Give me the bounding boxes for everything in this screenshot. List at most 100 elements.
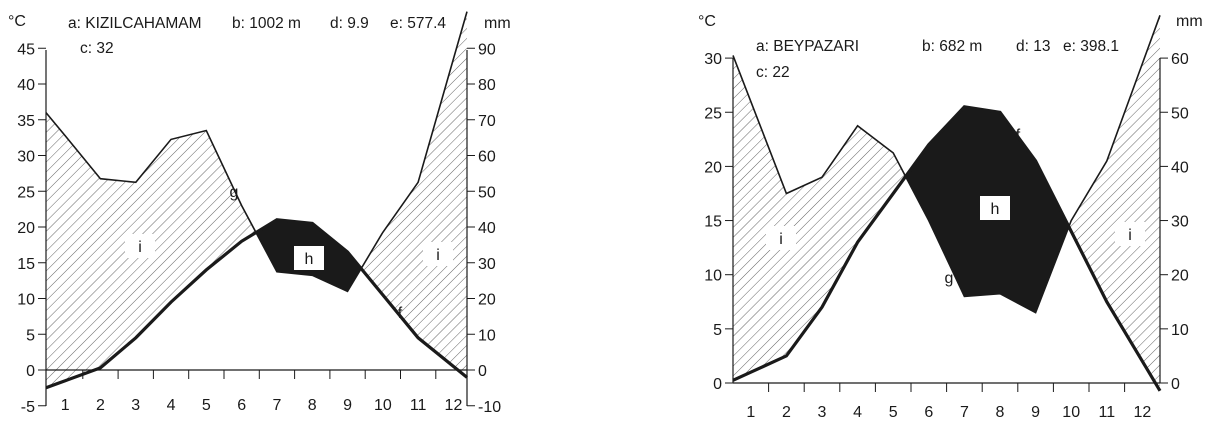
temp-tick-label: 20 (704, 159, 722, 176)
chart-1: 454035302520151050-59080706050403020100-… (8, 11, 511, 416)
elevation-label: b: 1002 m (232, 15, 301, 32)
area-label-bg (423, 242, 453, 266)
month-label: 6 (924, 404, 933, 421)
month-label: 8 (308, 397, 317, 414)
temp-tick-label: 35 (17, 113, 35, 130)
month-label: 4 (853, 404, 862, 421)
temp-tick-label: 20 (17, 220, 35, 237)
area-label-bg (1115, 222, 1145, 246)
precip-tick-label: -10 (478, 399, 501, 416)
precip-tick-label: 50 (1171, 105, 1189, 122)
temp-tick-label: 25 (704, 105, 722, 122)
temp-tick-label: 10 (704, 268, 722, 285)
month-label: 10 (1062, 404, 1080, 421)
temp-tick-label: 5 (26, 327, 35, 344)
temp-tick-label: 15 (17, 256, 35, 273)
area-label-bg (125, 234, 155, 258)
temp-tick-label: 10 (17, 292, 35, 309)
precipitation-line (45, 11, 468, 293)
area-label-i_left: i (779, 231, 783, 248)
precip-tick-label: 10 (1171, 322, 1189, 339)
precip-tick-label: 20 (478, 292, 496, 309)
station-label: a: KIZILCAHAMAM (68, 15, 202, 32)
temp-tick-label: 5 (713, 322, 722, 339)
precip-label: e: 577.4 (390, 15, 446, 32)
temp-tick-label: 40 (17, 77, 35, 94)
c-label: c: 32 (80, 40, 114, 57)
elevation-label: b: 682 m (922, 38, 982, 55)
month-label: 12 (445, 397, 463, 414)
precip-tick-label: 90 (478, 41, 496, 58)
precip-tick-label: 10 (478, 327, 496, 344)
month-label: 1 (746, 404, 755, 421)
month-label: 9 (343, 397, 352, 414)
area-label-h: h (305, 251, 314, 268)
area-label-bg (980, 196, 1010, 220)
month-label: 4 (167, 397, 176, 414)
temperature-line (45, 218, 469, 390)
precip-tick-label: 20 (1171, 268, 1189, 285)
area-label-i_right: i (1128, 227, 1132, 244)
area-label-bg (766, 226, 796, 250)
precip-tick-label: 0 (1171, 376, 1180, 393)
right-unit: mm (1176, 13, 1203, 30)
temperature-line (732, 105, 1162, 392)
area-label-g: g (945, 270, 954, 287)
temp-tick-label: 30 (17, 149, 35, 166)
month-label: 7 (960, 404, 969, 421)
c-label: c: 22 (756, 64, 790, 81)
month-label: 3 (818, 404, 827, 421)
month-label: 8 (996, 404, 1005, 421)
humid-area (1068, 15, 1160, 391)
area-label-f: f (398, 305, 403, 322)
station-label: a: BEYPAZARI (756, 38, 859, 55)
temp-label: d: 9.9 (330, 15, 369, 32)
precip-tick-label: 60 (478, 149, 496, 166)
temp-tick-label: 0 (713, 376, 722, 393)
temp-tick-label: 45 (17, 41, 35, 58)
temp-tick-label: -5 (21, 399, 35, 416)
month-label: 5 (889, 404, 898, 421)
precip-tick-label: 40 (1171, 159, 1189, 176)
month-label: 6 (237, 397, 246, 414)
precip-tick-label: 40 (478, 220, 496, 237)
month-label: 1 (61, 397, 70, 414)
right-unit: mm (484, 15, 511, 32)
temp-tick-label: 25 (17, 184, 35, 201)
month-label: 5 (202, 397, 211, 414)
precip-tick-label: 80 (478, 77, 496, 94)
month-label: 9 (1031, 404, 1040, 421)
month-label: 11 (410, 397, 427, 414)
humid-area (361, 11, 467, 378)
area-label-i_right: i (436, 247, 440, 264)
precipitation-line (732, 15, 1161, 314)
month-label: 10 (374, 397, 392, 414)
month-label: 3 (131, 397, 140, 414)
area-label-bg (294, 246, 324, 270)
month-label: 2 (96, 397, 105, 414)
area-label-h: h (991, 201, 1000, 218)
month-label: 12 (1134, 404, 1152, 421)
precip-tick-label: 30 (1171, 214, 1189, 231)
precip-label: e: 398.1 (1063, 38, 1119, 55)
precip-tick-label: 30 (478, 256, 496, 273)
precip-tick-label: 70 (478, 113, 496, 130)
area-label-i_left: i (138, 239, 142, 256)
temp-label: d: 13 (1016, 38, 1050, 55)
area-label-f: f (1016, 127, 1021, 144)
precip-tick-label: 0 (478, 363, 487, 380)
month-label: 11 (1098, 404, 1115, 421)
temp-tick-label: 0 (26, 363, 35, 380)
month-label: 2 (782, 404, 791, 421)
month-label: 7 (272, 397, 281, 414)
precip-tick-label: 60 (1171, 51, 1189, 68)
left-unit: °C (8, 13, 26, 30)
area-label-g: g (230, 184, 239, 201)
humid-area (733, 55, 906, 381)
left-unit: °C (698, 13, 716, 30)
temp-tick-label: 15 (704, 214, 722, 231)
temp-tick-label: 30 (704, 51, 722, 68)
